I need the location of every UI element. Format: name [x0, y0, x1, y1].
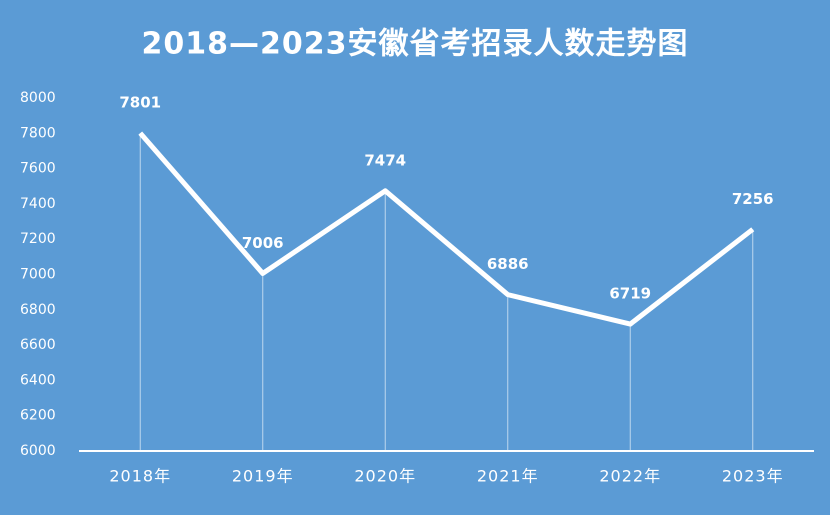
- x-tick-label: 2022年: [599, 467, 661, 486]
- y-tick-label: 6800: [20, 302, 56, 318]
- y-tick-label: 6600: [20, 337, 56, 353]
- x-tick-label: 2023年: [722, 467, 784, 486]
- x-tick-label: 2019年: [232, 467, 294, 486]
- data-label: 7474: [364, 151, 406, 169]
- x-tick-label: 2020年: [354, 467, 416, 486]
- line: [138, 131, 755, 327]
- y-tick-label: 7200: [20, 231, 56, 247]
- y-tick-label: 7800: [20, 125, 56, 141]
- x-tick-label: 2021年: [477, 467, 539, 486]
- data-label: 6719: [609, 285, 651, 303]
- y-tick-label: 6200: [20, 408, 56, 424]
- data-label: 7006: [242, 234, 284, 252]
- y-tick-label: 7600: [20, 161, 56, 177]
- chart-title: 2018—2023安徽省考招录人数走势图: [142, 27, 689, 62]
- data-label: 7256: [732, 190, 774, 208]
- y-tick-label: 6400: [20, 372, 56, 388]
- y-tick-label: 6000: [20, 443, 56, 459]
- x-tick-label: 2018年: [109, 467, 171, 486]
- y-tick-label: 7000: [20, 267, 56, 283]
- data-label: 7801: [119, 94, 161, 112]
- data-label: 6886: [487, 255, 529, 273]
- y-tick-label: 7400: [20, 196, 56, 212]
- y-tick-label: 8000: [20, 90, 56, 106]
